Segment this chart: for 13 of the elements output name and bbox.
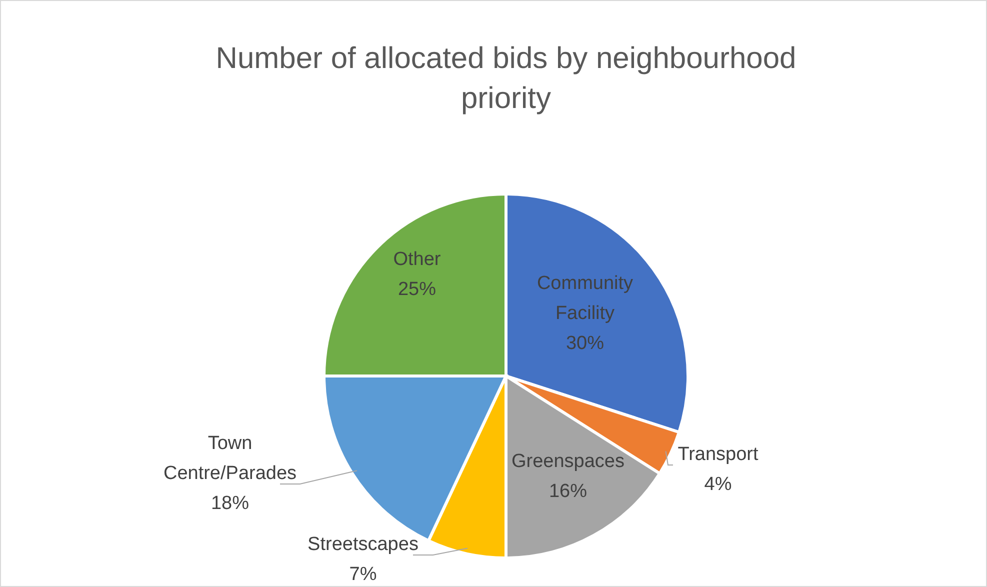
slice-label: Town Centre/Parades <box>163 433 297 484</box>
data-label: 16% <box>548 481 588 502</box>
slice-label: Community Facility <box>536 273 634 324</box>
slice-label: Streetscapes <box>308 534 418 556</box>
data-label: 25% <box>398 279 436 300</box>
slice-label: Other <box>393 249 442 270</box>
slice-label: Transport <box>678 444 760 466</box>
data-label: 18% <box>210 493 250 514</box>
slice-label: Greenspaces <box>511 451 625 472</box>
chart-title: Number of allocated bids by neighbourhood priority <box>216 42 796 115</box>
data-label: 4% <box>704 474 732 496</box>
data-label: 7% <box>349 564 377 586</box>
data-label: 30% <box>566 333 604 354</box>
